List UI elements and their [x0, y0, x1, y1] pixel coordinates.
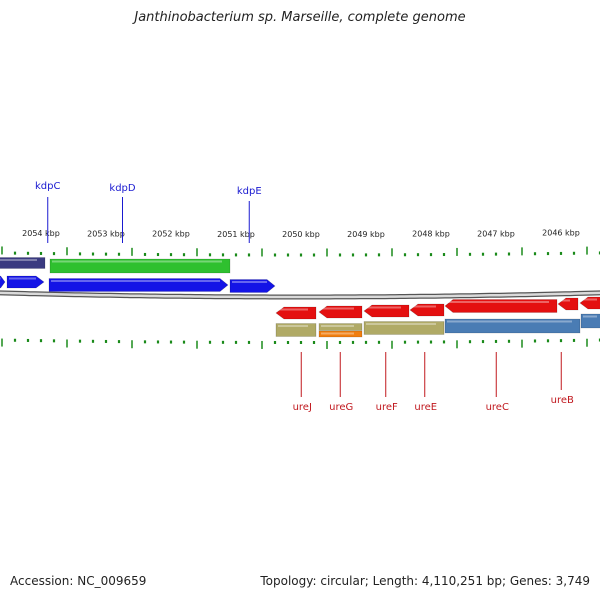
ruler-label: 2053 kbp	[87, 229, 125, 238]
navy-feature	[0, 257, 46, 269]
steelblue-feature-shine	[583, 315, 597, 318]
ruler-label: 2051 kbp	[217, 230, 255, 239]
red-feature	[363, 304, 410, 318]
map-title: Janthinobacterium sp. Marseille, complet…	[134, 10, 466, 25]
ruler-label: 2052 kbp	[152, 230, 190, 239]
red-feature-shine	[447, 301, 549, 303]
red-feature-shine	[412, 305, 436, 308]
gene-label: ureJ	[293, 402, 312, 413]
bottom-strand-features	[275, 296, 600, 338]
steelblue-feature-shine	[447, 320, 572, 323]
ruler-label: 2054 kbp	[22, 229, 60, 238]
gene-label: ureF	[376, 402, 398, 413]
bottom-tick-ring	[1, 338, 600, 349]
blue-feature	[229, 279, 276, 293]
steelblue-feature	[580, 313, 600, 329]
red-feature	[557, 297, 579, 311]
blue-feature-shine	[9, 277, 36, 280]
blue-feature-shine	[232, 281, 267, 283]
gene-label: kdpE	[237, 186, 262, 197]
ruler-label: 2046 kbp	[542, 229, 580, 238]
genome-summary-text: Topology: circular; Length: 4,110,251 bp…	[260, 574, 590, 588]
green-feature-shine	[52, 260, 222, 263]
red-feature-shine	[278, 308, 308, 311]
ruler-label: 2049 kbp	[347, 230, 385, 239]
khaki-feature	[318, 323, 363, 331]
gene-label: ureG	[329, 402, 353, 413]
gene-labels: kdpC kdpD kdpE ureJ ureG ureF ureE ureC ureB	[35, 181, 574, 413]
gene-label: ureB	[551, 395, 574, 406]
genome-backbone	[0, 290, 600, 300]
ruler-labels: 2054 kbp 2053 kbp 2052 kbp 2051 kbp 2050 kbp…	[22, 229, 580, 239]
red-feature	[579, 296, 600, 310]
ruler-label: 2048 kbp	[412, 230, 450, 239]
khaki-feature-shine	[366, 323, 436, 325]
blue-feature-shine	[51, 280, 220, 282]
red-feature	[409, 303, 445, 317]
khaki-feature	[363, 321, 445, 335]
gene-label: kdpD	[109, 183, 135, 194]
khaki-feature	[275, 323, 317, 337]
navy-feature-shine	[0, 259, 37, 261]
ruler-label: 2050 kbp	[282, 230, 320, 239]
red-feature-shine	[560, 299, 570, 302]
blue-feature	[0, 275, 6, 289]
khaki-feature-shine	[278, 325, 308, 327]
red-feature	[318, 305, 363, 319]
blue-feature	[48, 278, 229, 292]
orange-feature	[318, 330, 363, 338]
accession-text: Accession: NC_009659	[10, 574, 147, 588]
gene-label: kdpC	[35, 181, 60, 192]
blue-feature	[6, 275, 45, 289]
orange-feature-shine	[321, 332, 354, 335]
ruler-label: 2047 kbp	[477, 229, 515, 238]
gene-label: ureE	[414, 402, 437, 413]
top-strand-features	[0, 257, 276, 293]
green-feature	[49, 258, 231, 274]
red-feature-shine	[366, 306, 401, 309]
red-feature-shine	[321, 307, 354, 310]
red-feature	[275, 306, 317, 320]
red-feature-shine	[582, 298, 597, 301]
gene-label: ureC	[486, 402, 509, 413]
blue-feature-shine	[0, 277, 1, 280]
top-tick-ring	[1, 246, 600, 257]
khaki-feature-shine	[321, 325, 354, 327]
red-feature	[444, 299, 558, 313]
steelblue-feature	[444, 318, 581, 334]
backbone-highlight	[0, 291, 600, 299]
